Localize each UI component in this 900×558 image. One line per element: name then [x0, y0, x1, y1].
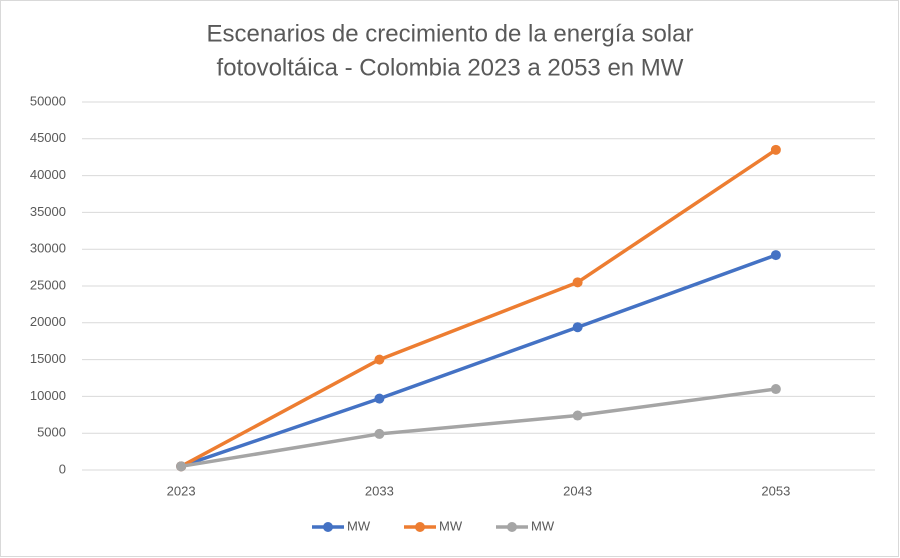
legend-label: MW	[347, 518, 371, 533]
data-point	[374, 428, 385, 439]
data-point	[770, 250, 781, 261]
x-tick-label: 2033	[365, 483, 394, 498]
y-tick-label: 15000	[30, 351, 66, 366]
y-tick-label: 30000	[30, 241, 66, 256]
data-point	[770, 384, 781, 395]
y-tick-label: 0	[59, 461, 66, 476]
x-tick-label: 2043	[563, 483, 592, 498]
y-tick-label: 10000	[30, 388, 66, 403]
data-point	[572, 277, 583, 288]
data-point	[770, 144, 781, 155]
series-line	[179, 148, 778, 469]
y-tick-label: 35000	[30, 204, 66, 219]
y-tick-label: 50000	[30, 93, 66, 108]
legend-label: MW	[439, 518, 463, 533]
chart-title: fotovoltáica - Colombia 2023 a 2053 en M…	[217, 54, 684, 81]
data-point	[374, 393, 385, 404]
series-line	[179, 253, 778, 469]
data-point	[572, 322, 583, 333]
y-tick-label: 45000	[30, 130, 66, 145]
chart-title: Escenarios de crecimiento de la energía …	[207, 20, 694, 47]
x-tick-label: 2023	[167, 483, 196, 498]
data-point	[572, 410, 583, 421]
x-tick-label: 2053	[761, 483, 790, 498]
legend-label: MW	[531, 518, 555, 533]
legend-marker	[507, 522, 517, 532]
y-tick-label: 25000	[30, 277, 66, 292]
y-tick-label: 40000	[30, 167, 66, 182]
legend-marker	[415, 522, 425, 532]
legend-marker	[323, 522, 333, 532]
y-tick-label: 20000	[30, 314, 66, 329]
data-point	[374, 354, 385, 365]
data-point	[176, 461, 187, 472]
y-tick-label: 5000	[37, 425, 66, 440]
series-line	[179, 387, 778, 469]
